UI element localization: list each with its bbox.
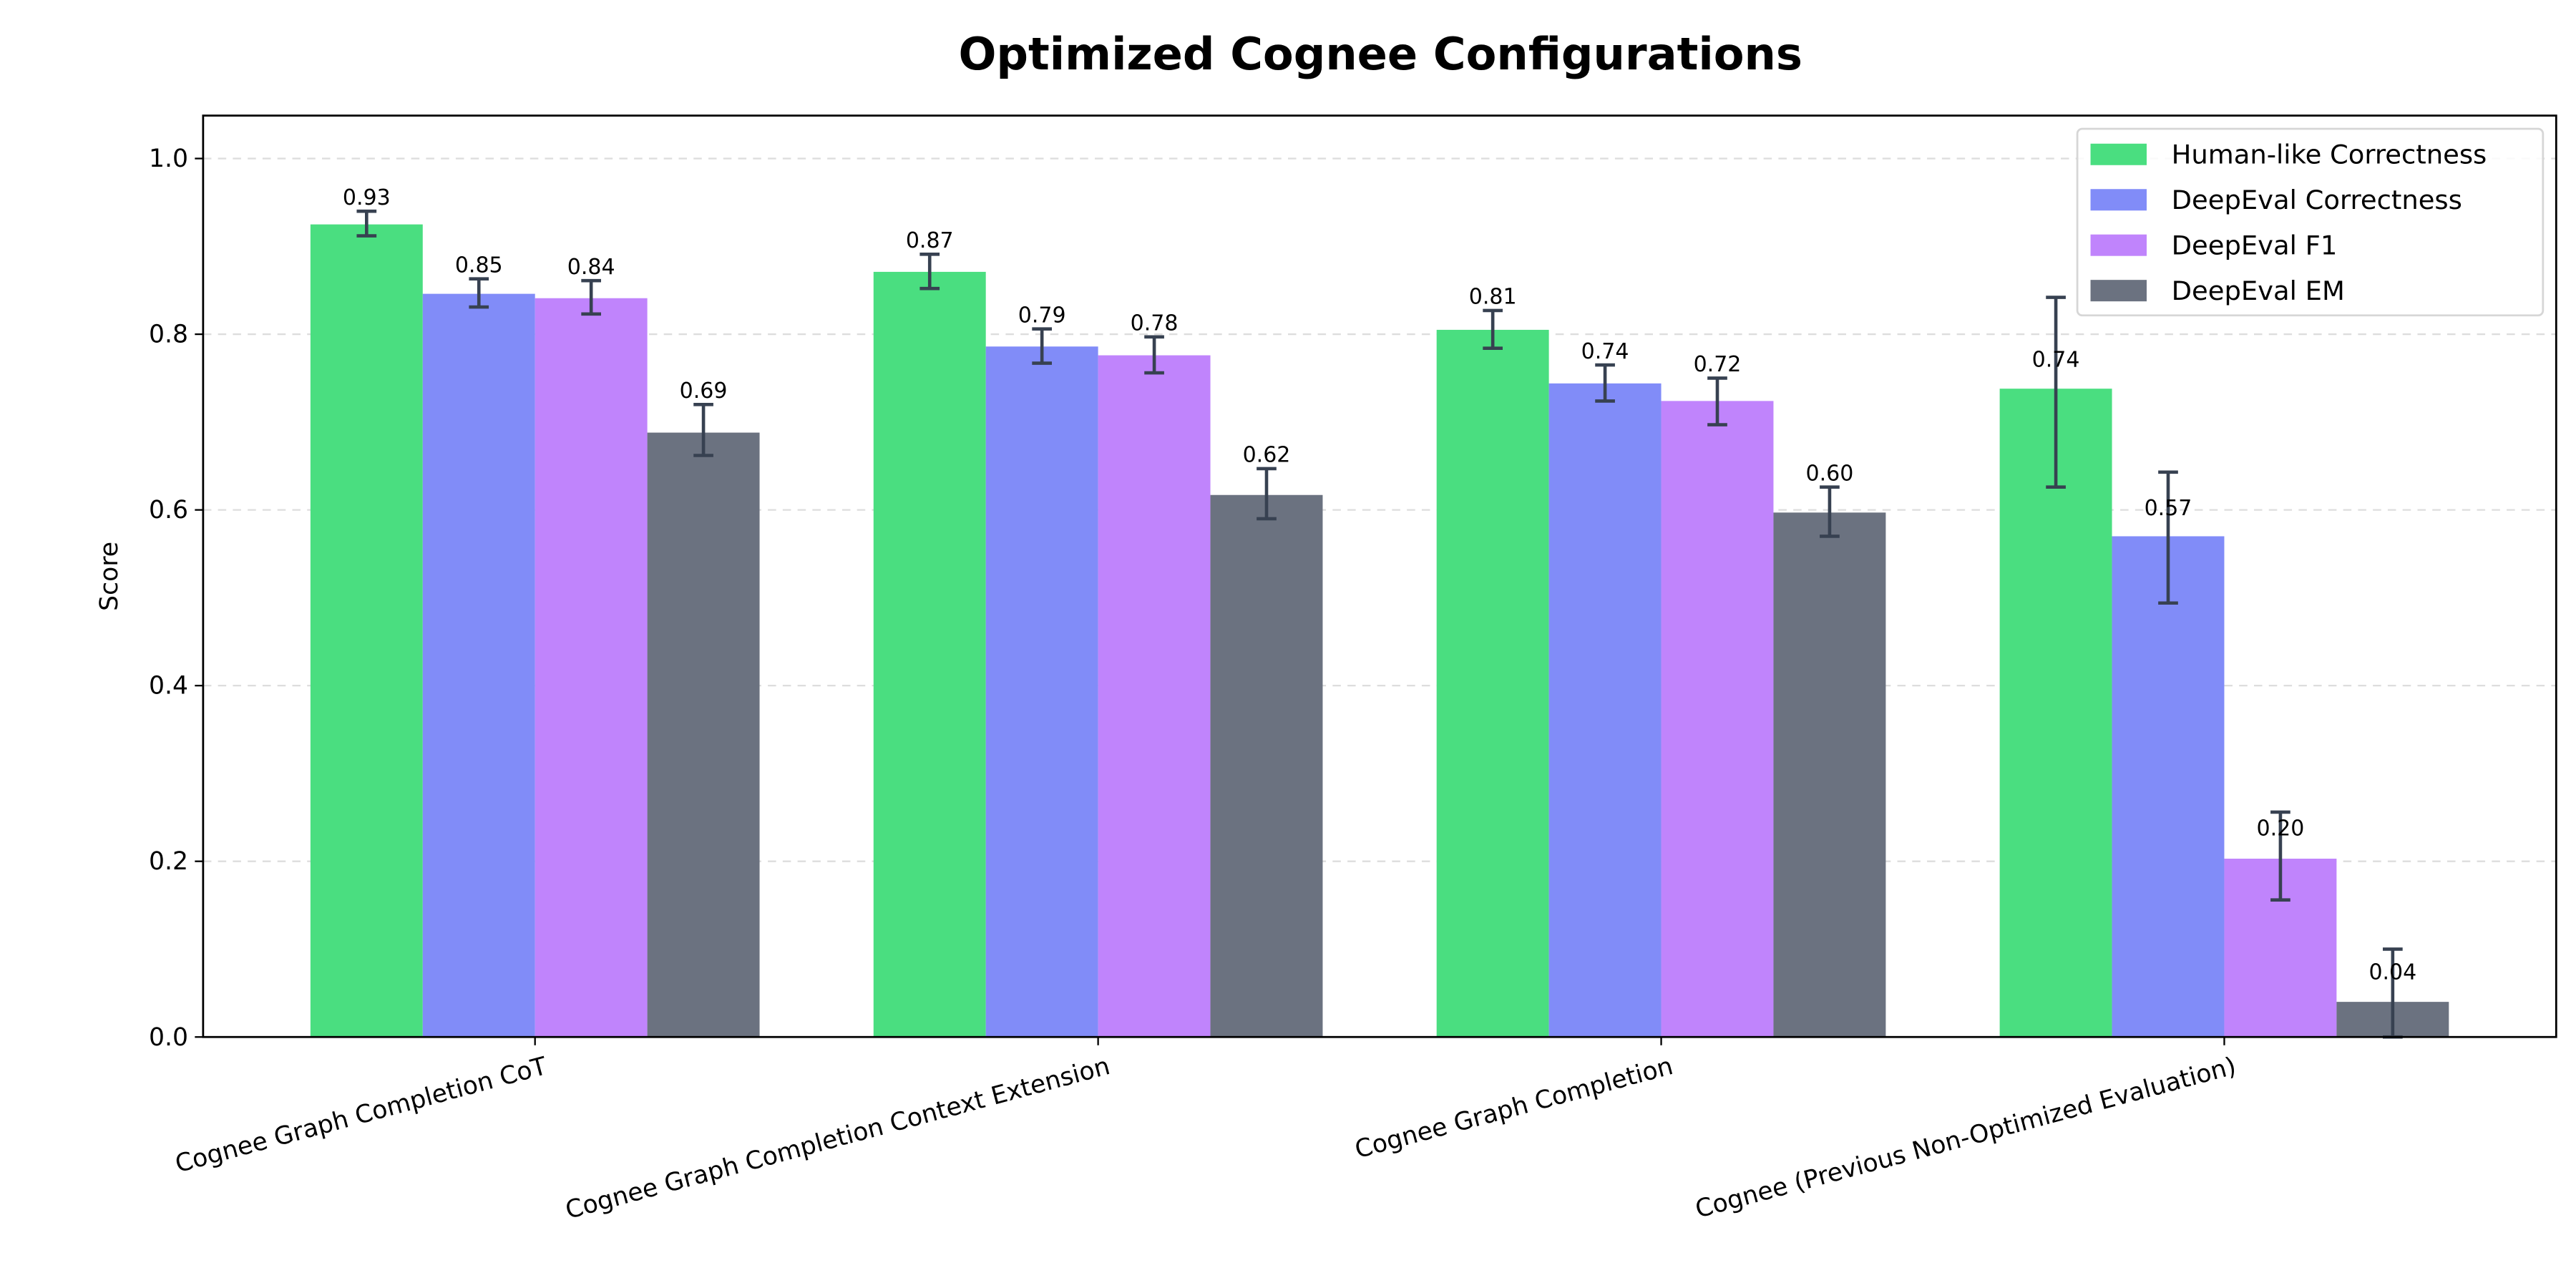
bar [1661,401,1774,1038]
error-bar [2270,810,2290,902]
error-bar [1032,327,1052,365]
legend-swatch [2090,280,2147,302]
legend-label: Human-like Correctness [2172,139,2487,170]
bar [1999,389,2112,1038]
legend: Human-like Correctness DeepEval Correctne… [2076,127,2545,317]
bar [647,432,760,1038]
y-tick-label: 0.2 [149,847,188,876]
data-label: 0.60 [1806,461,1854,486]
error-bar [581,278,601,316]
bar [873,271,986,1038]
data-label: 0.78 [1131,311,1179,336]
bar [535,298,648,1038]
error-bar [469,277,489,309]
y-tick-label: 0.8 [149,321,188,349]
data-label: 0.74 [1581,339,1629,364]
bar [422,293,535,1038]
error-bar [1144,335,1164,375]
data-label: 0.57 [2145,496,2192,521]
error-bar [2158,470,2178,605]
data-label: 0.79 [1018,303,1066,328]
bar [1098,355,1211,1038]
bar [310,224,423,1038]
data-label: 0.87 [906,228,954,253]
error-bar [1483,308,1503,351]
legend-item: Human-like Correctness [2090,139,2487,170]
y-tick-label: 1.0 [149,145,188,173]
legend-item: DeepEval F1 [2090,230,2338,260]
y-axis: 0.0 0.2 0.4 0.6 0.8 1.0 [149,145,203,1052]
error-bar [1707,376,1727,426]
error-bar [2046,296,2066,489]
y-tick-label: 0.4 [149,672,188,701]
bar [1436,329,1549,1038]
legend-box [2076,127,2545,317]
plot-frame [202,114,2557,1038]
data-label: 0.72 [1694,352,1742,377]
y-tick-label: 0.0 [149,1023,188,1052]
error-bar [1595,363,1615,403]
data-label: 0.85 [455,253,503,278]
chart-title: Optimized Cognee Configurations [958,28,1802,80]
error-bar [1257,467,1277,521]
bar [985,346,1098,1038]
data-label: 0.62 [1243,443,1291,468]
legend-label: DeepEval EM [2172,275,2345,306]
legend-item: DeepEval Correctness [2090,185,2462,215]
bars [310,224,2449,1038]
legend-label: DeepEval Correctness [2172,185,2462,215]
data-label: 0.74 [2032,347,2080,372]
legend-swatch [2090,189,2147,211]
error-bars [356,209,2403,1039]
y-axis-label: Score [95,542,124,611]
data-labels: 0.93 0.85 0.84 0.69 0.87 0.79 0.78 0.62 0.81 0.74… [343,185,2416,985]
data-label: 0.81 [1469,285,1517,310]
bar [2112,536,2225,1038]
bar [1210,494,1323,1038]
bar [1773,512,1886,1038]
bar [1548,383,1662,1038]
data-label: 0.84 [567,255,615,280]
legend-swatch [2090,234,2147,256]
legend-swatch [2090,143,2147,165]
data-label: 0.69 [680,379,728,404]
data-label: 0.93 [343,185,391,210]
legend-label: DeepEval F1 [2172,230,2338,260]
error-bar [919,253,940,291]
error-bar [356,209,377,238]
data-label: 0.20 [2257,816,2305,841]
y-tick-label: 0.6 [149,496,188,525]
legend-item: DeepEval EM [2090,275,2345,306]
data-label: 0.04 [2368,960,2416,985]
error-bar [693,402,713,457]
error-bar [1820,485,1840,538]
